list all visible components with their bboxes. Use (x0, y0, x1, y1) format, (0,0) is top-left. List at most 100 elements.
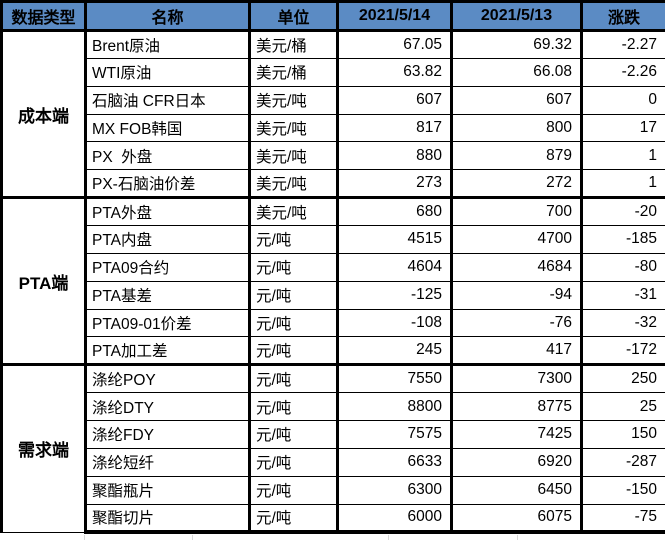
change-cell: -172 (580, 336, 665, 366)
name-cell: MX FOB韩国 (84, 113, 251, 143)
change-cell: 25 (580, 392, 665, 422)
gridline-stub (388, 535, 389, 540)
table-row: WTI原油 美元/桶 63.82 66.08 -2.26 (2, 57, 665, 87)
change-cell: 250 (580, 363, 665, 394)
value-cell: 4515 (336, 225, 453, 254)
unit-cell: 元/吨 (248, 420, 339, 449)
value-cell: 817 (336, 113, 453, 143)
table-row: PX 外盘 美元/吨 880 879 1 (2, 141, 665, 171)
unit-cell: 美元/吨 (248, 113, 339, 143)
change-cell: 150 (580, 420, 665, 449)
name-cell: 聚酯切片 (84, 503, 251, 534)
change-cell: -31 (580, 280, 665, 310)
change-cell: -185 (580, 225, 665, 254)
unit-cell: 美元/桶 (248, 57, 339, 87)
table-row: PTA加工差 元/吨 245 417 -172 (2, 336, 665, 366)
unit-cell: 元/吨 (248, 252, 339, 282)
change-cell: -287 (580, 447, 665, 477)
unit-cell: 元/吨 (248, 475, 339, 505)
change-cell: -75 (580, 503, 665, 534)
table-row: 聚酯切片 元/吨 6000 6075 -75 (2, 503, 665, 534)
unit-cell: 美元/吨 (248, 169, 339, 199)
value-cell: 800 (450, 113, 583, 143)
name-cell: PTA内盘 (84, 225, 251, 254)
header-cell-date-1: 2021/5/14 (336, 0, 453, 32)
value-cell: 607 (450, 85, 583, 115)
table-row: 涤纶DTY 元/吨 8800 8775 25 (2, 392, 665, 422)
value-cell: 680 (336, 196, 453, 227)
value-cell: 7300 (450, 363, 583, 394)
name-cell: WTI原油 (84, 57, 251, 87)
change-cell: -80 (580, 252, 665, 282)
change-cell: -2.26 (580, 57, 665, 87)
group-label-pta: PTA端 (0, 196, 87, 366)
unit-cell: 美元/吨 (248, 141, 339, 171)
change-cell: -2.27 (580, 29, 665, 59)
table-row: 涤纶短纤 元/吨 6633 6920 -287 (2, 447, 665, 477)
table-row: 聚酯瓶片 元/吨 6300 6450 -150 (2, 475, 665, 505)
value-cell: 417 (450, 336, 583, 366)
table-row: PTA基差 元/吨 -125 -94 -31 (2, 280, 665, 310)
change-cell: -20 (580, 196, 665, 227)
value-cell: 700 (450, 196, 583, 227)
value-cell: 4684 (450, 252, 583, 282)
name-cell: PX 外盘 (84, 141, 251, 171)
table-row: PTA09-01价差 元/吨 -108 -76 -32 (2, 308, 665, 338)
name-cell: 涤纶FDY (84, 420, 251, 449)
change-cell: -150 (580, 475, 665, 505)
header-cell-name: 名称 (84, 0, 251, 32)
change-cell: 1 (580, 169, 665, 199)
value-cell: 4700 (450, 225, 583, 254)
gridline-stub (192, 535, 193, 540)
header-cell-data-type: 数据类型 (0, 0, 87, 32)
value-cell: 272 (450, 169, 583, 199)
header-cell-unit: 单位 (248, 0, 339, 32)
name-cell: PTA09合约 (84, 252, 251, 282)
name-cell: 涤纶POY (84, 363, 251, 394)
header-cell-change: 涨跌 (580, 0, 665, 32)
value-cell: 273 (336, 169, 453, 199)
table-row: 成本端 Brent原油 美元/桶 67.05 69.32 -2.27 (0, 28, 665, 199)
header-cell-date-2: 2021/5/13 (450, 0, 583, 32)
name-cell: 涤纶DTY (84, 392, 251, 422)
table-row: PTA端 PTA外盘 美元/吨 680 700 -20 (0, 196, 665, 366)
value-cell: 7425 (450, 420, 583, 449)
table-row: PX-石脑油价差 美元/吨 273 272 1 (2, 169, 665, 199)
value-cell: 880 (336, 141, 453, 171)
value-cell: 4604 (336, 252, 453, 282)
table-row: PTA09合约 元/吨 4604 4684 -80 (2, 252, 665, 282)
excel-gridline-remnant (0, 535, 665, 540)
unit-cell: 元/吨 (248, 447, 339, 477)
value-cell: 8800 (336, 392, 453, 422)
name-cell: 聚酯瓶片 (84, 475, 251, 505)
table-row: 需求端 涤纶POY 元/吨 7550 7300 250 (0, 363, 665, 533)
name-cell: PTA基差 (84, 280, 251, 310)
gridline-stub (84, 535, 85, 540)
change-cell: 0 (580, 85, 665, 115)
value-cell: 6920 (450, 447, 583, 477)
unit-cell: 元/吨 (248, 503, 339, 534)
name-cell: 涤纶短纤 (84, 447, 251, 477)
table-row: 涤纶FDY 元/吨 7575 7425 150 (2, 420, 665, 449)
value-cell: 6075 (450, 503, 583, 534)
value-cell: 67.05 (336, 29, 453, 59)
name-cell: PTA外盘 (84, 196, 251, 227)
change-cell: 1 (580, 141, 665, 171)
name-cell: 石脑油 CFR日本 (84, 85, 251, 115)
unit-cell: 元/吨 (248, 336, 339, 366)
value-cell: 66.08 (450, 57, 583, 87)
value-cell: 69.32 (450, 29, 583, 59)
change-cell: -32 (580, 308, 665, 338)
group-label-cost: 成本端 (0, 28, 87, 199)
header-row: 数据类型 名称 单位 2021/5/14 2021/5/13 涨跌 (0, 0, 665, 32)
value-cell: 63.82 (336, 57, 453, 87)
name-cell: PX-石脑油价差 (84, 169, 251, 199)
value-cell: 245 (336, 336, 453, 366)
value-cell: 607 (336, 85, 453, 115)
value-cell: 6633 (336, 447, 453, 477)
unit-cell: 元/吨 (248, 280, 339, 310)
value-cell: -94 (450, 280, 583, 310)
gridline-stub (517, 535, 518, 540)
name-cell: PTA加工差 (84, 336, 251, 366)
